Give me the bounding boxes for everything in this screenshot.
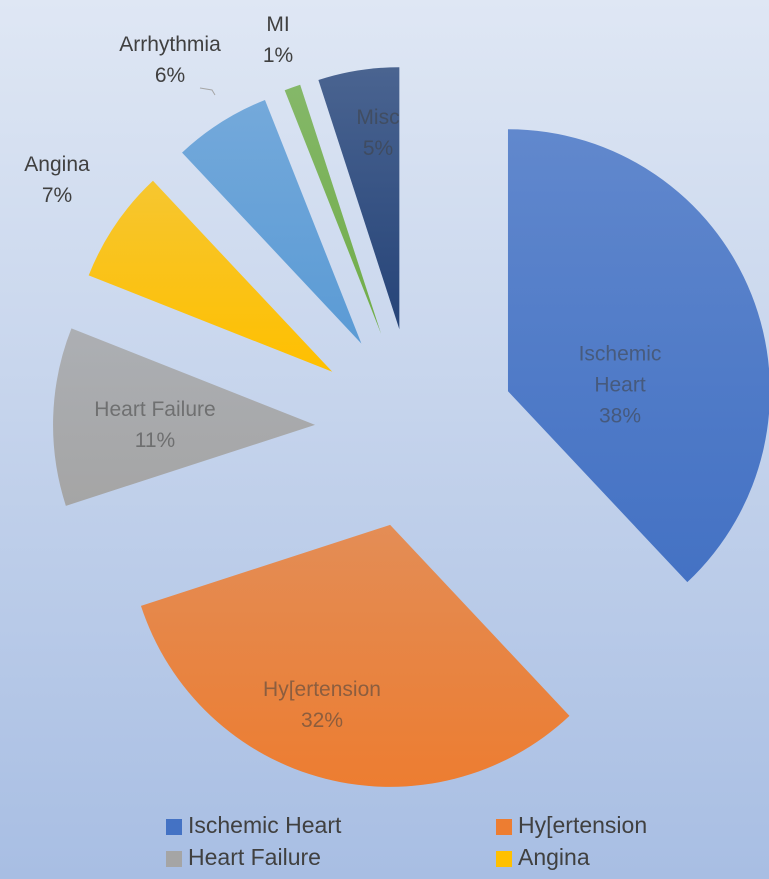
label-value: 7% <box>41 184 73 207</box>
label-value: 38% <box>598 404 642 428</box>
leader-line <box>199 87 216 96</box>
legend-label: Heart Failure <box>188 844 321 870</box>
pie-slice <box>318 67 400 330</box>
data-label: Ischemic Heart 38% <box>570 339 670 432</box>
label-name: Hy[ertension <box>263 678 381 701</box>
data-label: Heart Failure 11% <box>55 394 255 456</box>
label-value: 5% <box>362 137 394 160</box>
legend-label: Ischemic Heart <box>188 812 342 838</box>
label-name: Arrhythmia <box>119 33 221 56</box>
label-value: 6% <box>154 64 186 87</box>
legend-swatch <box>496 851 512 867</box>
data-label: Arrhythmia 6% <box>90 29 250 91</box>
pie-slice <box>140 524 570 787</box>
label-value: 1% <box>262 44 294 67</box>
pie-slice <box>88 180 333 372</box>
pie-slice <box>507 129 769 583</box>
label-name: Ischemic Heart <box>578 342 662 397</box>
data-label: MI 1% <box>248 9 308 71</box>
label-value: 32% <box>300 709 344 732</box>
legend-swatch <box>166 819 182 835</box>
data-label: Angina 7% <box>0 149 117 211</box>
label-name: MI <box>266 13 290 36</box>
label-name: Heart Failure <box>94 398 216 421</box>
legend-label: Hy[ertension <box>518 812 647 838</box>
data-label: Hy[ertension 32% <box>212 674 432 736</box>
pie-slice <box>182 99 362 344</box>
pie-slice <box>284 84 382 334</box>
label-value: 11% <box>134 429 176 452</box>
data-label: Misc 5% <box>353 102 403 164</box>
legend-swatch <box>496 819 512 835</box>
legend-label: Angina <box>518 844 590 870</box>
label-name: Misc <box>356 106 400 129</box>
legend-swatch <box>166 851 182 867</box>
pie-slice <box>53 328 316 506</box>
label-name: Angina <box>24 153 90 176</box>
